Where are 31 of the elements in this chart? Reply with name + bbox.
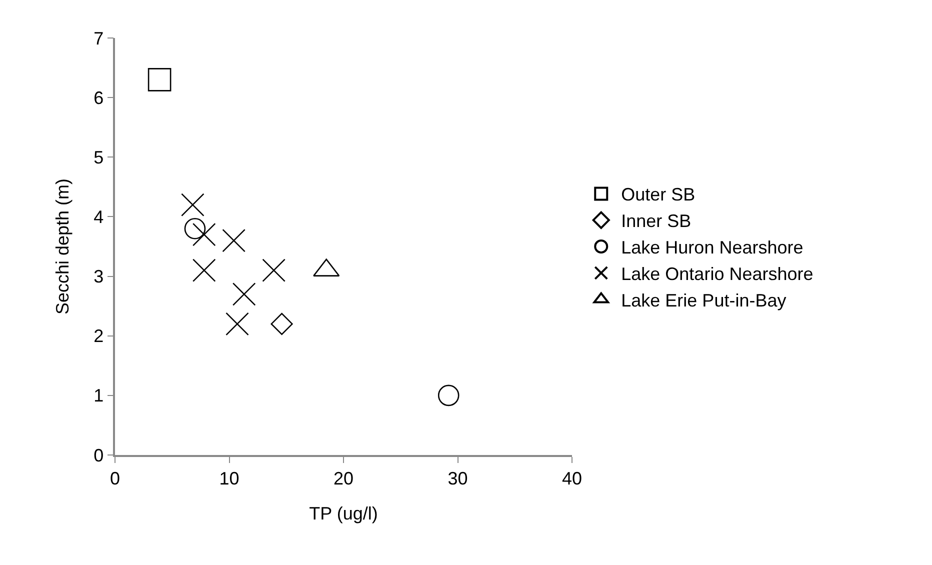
point — [270, 312, 293, 335]
legend-label: Outer SB — [621, 184, 696, 205]
legend-label: Inner SB — [621, 211, 692, 232]
y-tick-label: 4 — [94, 207, 104, 228]
y-tick-label: 7 — [94, 28, 104, 48]
x-tick-label: 0 — [110, 468, 120, 488]
y-tick-label: 3 — [94, 266, 104, 287]
point — [184, 218, 206, 240]
point — [232, 282, 256, 306]
point — [192, 222, 216, 246]
x-tick-label: 10 — [219, 468, 240, 488]
x-tick-label: 40 — [562, 468, 582, 488]
legend-label: Lake Huron Nearshore — [621, 238, 804, 258]
legend-label: Lake Ontario Nearshore — [621, 264, 814, 284]
point — [192, 258, 216, 282]
y-tick-label: 6 — [94, 88, 104, 108]
x-tick-label: 30 — [448, 468, 468, 488]
y-tick-label: 2 — [94, 326, 104, 346]
y-tick-label: 0 — [94, 445, 104, 466]
point — [438, 384, 460, 406]
point — [226, 312, 249, 336]
y-tick-label: 5 — [94, 147, 104, 168]
y-tick-label: 1 — [94, 386, 104, 406]
point — [148, 68, 172, 92]
legend-label: Lake Erie Put-in-Bay — [621, 290, 786, 310]
point — [181, 193, 204, 216]
point — [262, 258, 286, 282]
x-axis-title: TP (ug/l) — [309, 504, 378, 524]
point — [222, 228, 246, 252]
x-tick-label: 20 — [333, 468, 354, 488]
y-axis-title: Secchi depth (m) — [52, 178, 72, 315]
